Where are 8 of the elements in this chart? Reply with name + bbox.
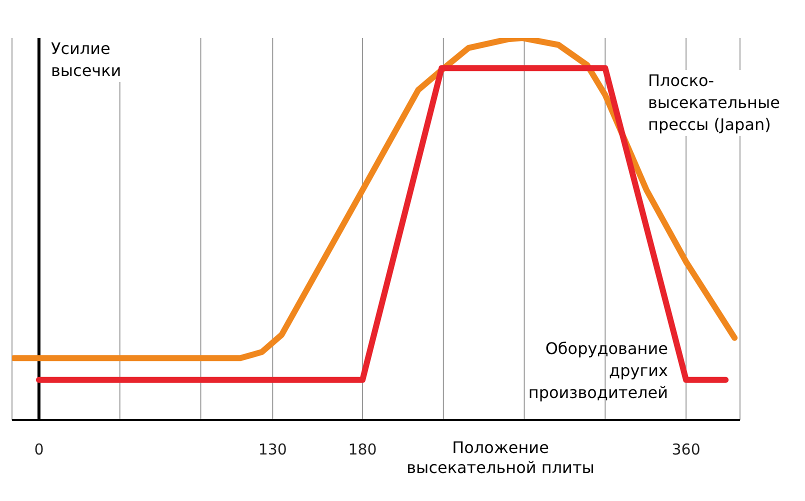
x-tick-label: 360	[672, 440, 700, 459]
x-tick-label: 0	[34, 440, 44, 459]
y-axis-title: Усилие высечки	[50, 38, 141, 82]
series-label: Оборудование других производителей	[527, 338, 668, 404]
series-label: Плоско-высекательные прессы (Japan)	[648, 70, 788, 136]
x-tick-label: 180	[348, 440, 377, 459]
x-tick-label: 130	[258, 440, 287, 459]
x-axis-title: Положение высекательной плиты	[406, 438, 596, 478]
